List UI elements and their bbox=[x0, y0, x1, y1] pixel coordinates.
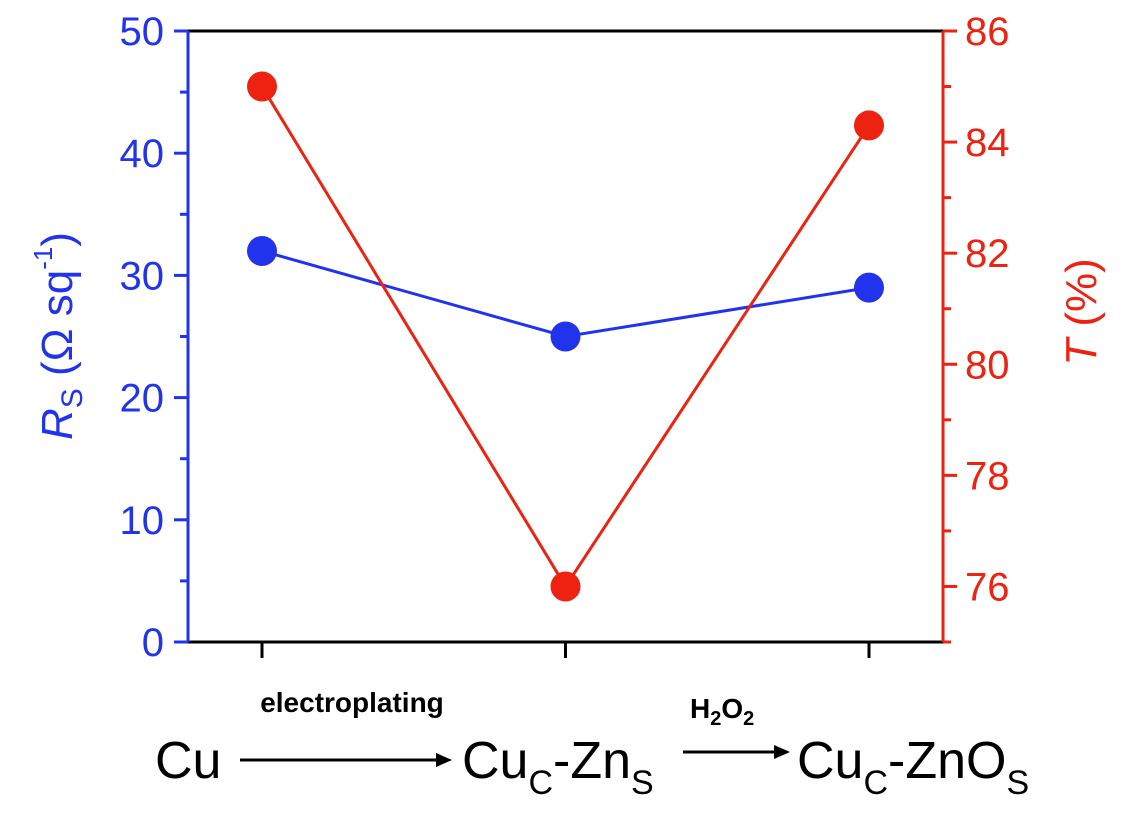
y-axis-left-label: RS (Ω sq-1) bbox=[28, 232, 89, 440]
y-axis-right-label: T (%) bbox=[1057, 258, 1106, 366]
category-label-cuc-zns: CuC-ZnS bbox=[462, 732, 654, 802]
y-right-tick-label: 84 bbox=[965, 121, 1010, 165]
series-left-point bbox=[550, 321, 581, 352]
y-right-tick-label: 86 bbox=[965, 10, 1010, 54]
process-label-electroplating: electroplating bbox=[260, 687, 444, 718]
process-label-h2o2: H2O2 bbox=[690, 693, 754, 730]
y-left-tick-label: 50 bbox=[120, 10, 165, 54]
category-label-cuc-znos: CuC-ZnOS bbox=[797, 732, 1029, 802]
y-left-tick-label: 10 bbox=[120, 499, 165, 543]
series-layer bbox=[247, 71, 884, 602]
y-right-tick-label: 78 bbox=[965, 454, 1010, 498]
series-left-point bbox=[854, 272, 884, 303]
arrow-electroplating bbox=[240, 753, 452, 767]
y-left-tick-label: 40 bbox=[120, 132, 165, 176]
series-right-point bbox=[854, 110, 884, 141]
y-right-tick-label: 82 bbox=[965, 232, 1010, 276]
y-right-tick-label: 80 bbox=[965, 343, 1010, 387]
series-right-point bbox=[247, 71, 277, 102]
y-left-tick-label: 0 bbox=[142, 621, 164, 665]
arrow-h2o2 bbox=[683, 745, 790, 759]
series-right-point bbox=[550, 571, 581, 602]
y-right-tick-label: 76 bbox=[965, 565, 1010, 609]
y-left-tick-label: 20 bbox=[120, 377, 165, 421]
y-left-tick-label: 30 bbox=[120, 254, 165, 298]
category-label-cu: Cu bbox=[155, 732, 221, 790]
series-left-point bbox=[247, 235, 277, 266]
axes-layer: 0 10 20 30 40 50 76 78 80 82 84 86 bbox=[120, 10, 1010, 665]
